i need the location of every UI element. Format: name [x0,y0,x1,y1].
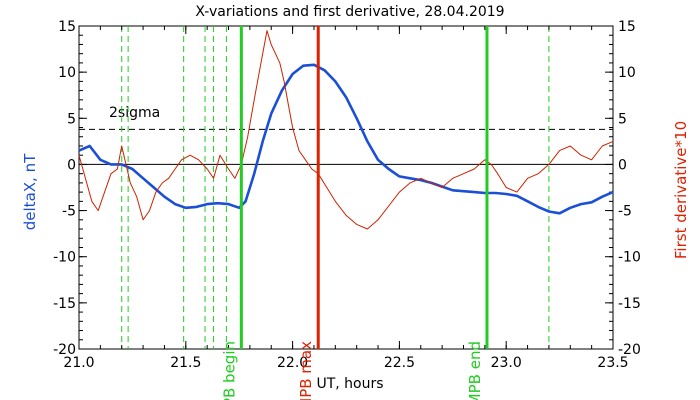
y-left-tick-label-2: -10 [53,250,76,266]
y-left-tick-label-4: 0 [67,157,76,173]
y-left-tick-label-7: 15 [58,19,76,35]
x-tick-label-0: 21.0 [63,355,94,371]
y-left-tick-label-6: 10 [58,65,76,81]
chart-title: X-variations and first derivative, 28.04… [195,4,504,20]
x-tick-label-5: 23.5 [597,355,628,371]
threshold-label: 2sigma [109,105,160,121]
y-left-tick-label-5: 5 [67,111,76,127]
y-axis-right-label: First derivative*10 [672,121,690,259]
derivative-series-line [78,30,614,230]
plot-frame [78,25,614,350]
deltax-series-line [78,63,614,215]
y-right-tick-label-2: -10 [618,250,641,266]
x-tick-label-1: 21.5 [170,355,201,371]
y-right-tick-label-3: -5 [618,204,632,220]
y-right-tick-label-5: 5 [618,111,627,127]
y-right-tick-label-0: -20 [618,342,641,358]
x-tick-label-2: 22.0 [277,355,308,371]
y-left-tick-label-0: -20 [53,342,76,358]
y-left-tick-label-1: -15 [53,296,76,312]
y-left-tick-label-3: -5 [62,204,76,220]
marker-label-1: MPB max [297,341,315,400]
x-axis-label: UT, hours [316,376,383,392]
marker-label-0: MPB begin [220,341,238,400]
y-axis-left-label: deltaX, nT [21,153,39,230]
x-tick-label-4: 23.0 [491,355,522,371]
y-right-tick-label-7: 15 [618,19,636,35]
x-tick-label-3: 22.5 [384,355,415,371]
y-right-tick-label-6: 10 [618,65,636,81]
y-right-tick-label-4: 0 [618,157,627,173]
marker-label-2: MPB end [466,341,484,400]
y-right-tick-label-1: -15 [618,296,641,312]
